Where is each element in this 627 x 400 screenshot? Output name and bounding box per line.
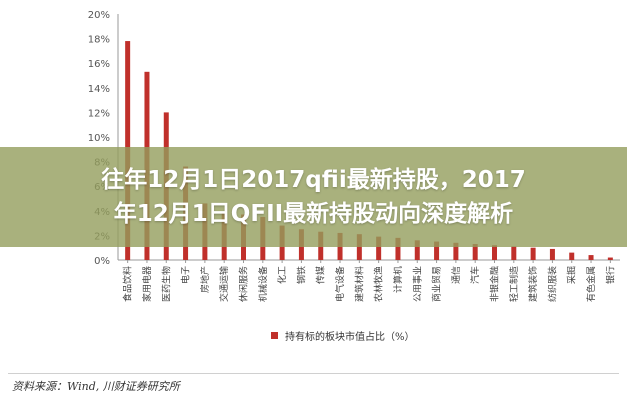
- bar: [607, 257, 613, 260]
- banner-title-line-2: 年12月1日QFII最新持股动向深度解析: [113, 201, 514, 227]
- bar: [511, 246, 517, 260]
- x-tick-label: 纺织服装: [546, 266, 558, 302]
- x-tick-label: 电子: [180, 266, 192, 284]
- x-tick-label: 汽车: [469, 266, 481, 284]
- bar: [588, 255, 594, 260]
- x-tick-label: 轻工制造: [508, 266, 520, 302]
- x-tick-label: 房地产: [199, 266, 211, 293]
- x-tick-label: 医药生物: [160, 266, 172, 302]
- legend-label: 持有标的板块市值占比（%）: [285, 330, 415, 343]
- x-tick-label: 非银金融: [489, 266, 501, 302]
- x-tick-label: 建筑材料: [353, 266, 365, 302]
- y-tick-label: 10%: [88, 133, 110, 144]
- x-tick-label: 建筑装饰: [527, 266, 539, 302]
- legend-swatch: [271, 332, 278, 339]
- y-tick-label: 16%: [88, 59, 110, 70]
- x-tick-label: 计算机: [392, 266, 404, 293]
- x-tick-label: 采掘: [566, 266, 578, 284]
- x-tick-label: 银行: [604, 266, 616, 284]
- bar: [549, 248, 555, 260]
- x-tick-label: 化工: [276, 266, 288, 284]
- bar: [356, 234, 362, 260]
- y-tick-label: 20%: [88, 10, 110, 21]
- x-tick-label: 通信: [450, 266, 462, 284]
- x-tick-label: 公用事业: [411, 266, 423, 302]
- bar: [569, 252, 575, 260]
- x-tick-label: 食品饮料: [122, 266, 134, 302]
- y-tick-label: 0%: [94, 256, 110, 267]
- x-tick-label: 交通运输: [218, 266, 230, 302]
- y-tick-label: 12%: [88, 108, 110, 119]
- x-tick-label: 休闲服务: [238, 266, 250, 302]
- x-tick-label: 机械设备: [257, 266, 269, 302]
- bar: [472, 244, 478, 260]
- legend: 持有标的板块市值占比（%）: [271, 330, 415, 343]
- bar: [395, 237, 401, 260]
- x-tick-label: 钢铁: [295, 266, 307, 284]
- x-tick-label: 电气设备: [334, 266, 346, 302]
- bar: [492, 245, 497, 260]
- y-tick-label: 18%: [88, 35, 110, 46]
- bar: [453, 242, 459, 260]
- footer-divider: [8, 373, 619, 374]
- bar: [434, 241, 440, 260]
- x-tick-label: 传媒: [315, 266, 327, 284]
- source-note: 资料来源：Wind, 川财证券研究所: [12, 380, 180, 393]
- x-tick-label: 商业贸易: [431, 266, 443, 302]
- x-tick-label: 有色金属: [585, 266, 597, 302]
- banner-title-line-1: 往年12月1日2017qfii最新持股，2017: [101, 167, 526, 193]
- title-banner: 往年12月1日2017qfii最新持股，2017 年12月1日QFII最新持股动…: [0, 147, 627, 247]
- y-tick-label: 14%: [88, 84, 110, 95]
- bar: [414, 240, 420, 260]
- bar: [530, 247, 536, 260]
- x-tick-label: 家用电器: [141, 266, 153, 302]
- x-axis-labels: 食品饮料 家用电器 医药生物 电子 房地产 交通运输 休闲服务 机械设备 化工 钢铁 传媒 电气设备建…: [122, 266, 617, 302]
- x-tick-label: 农林牧渔: [373, 266, 385, 302]
- bar: [376, 236, 382, 260]
